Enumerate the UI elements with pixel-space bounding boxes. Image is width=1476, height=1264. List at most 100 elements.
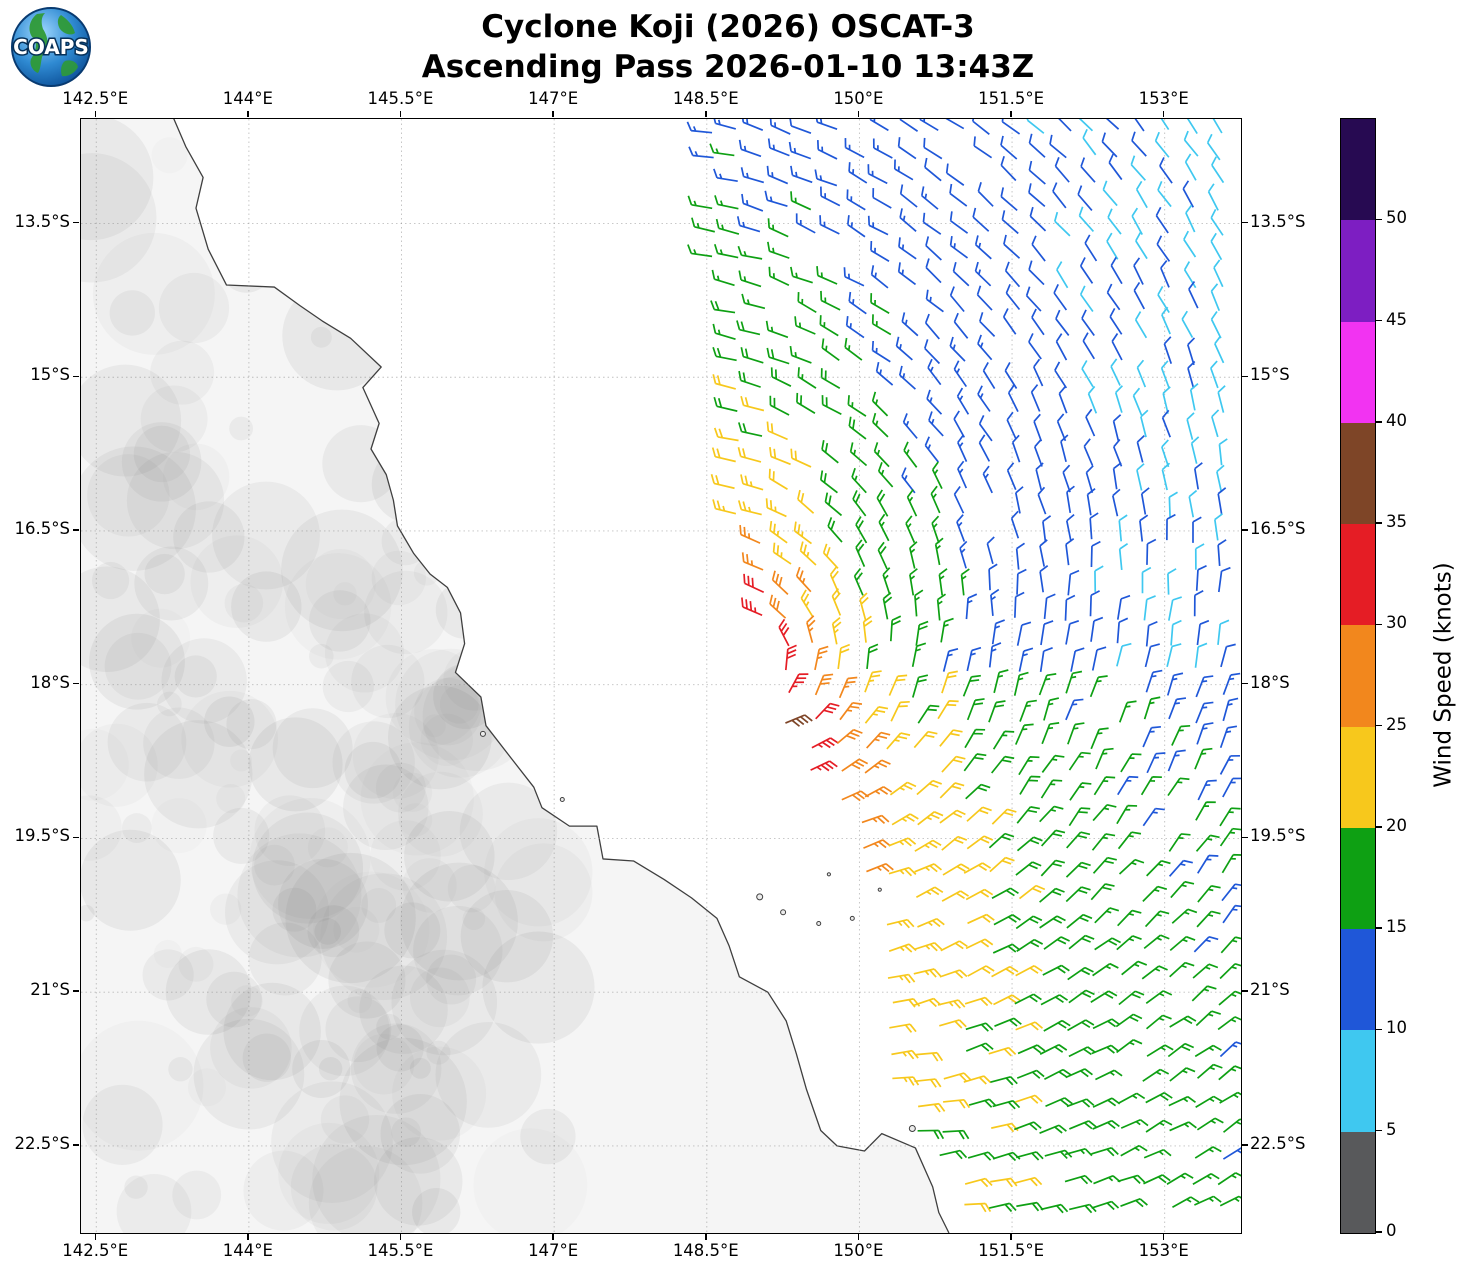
lon-tick-label: 150°E — [833, 1241, 884, 1260]
map-canvas — [81, 119, 1241, 1233]
colorbar-tick-label: 25 — [1386, 714, 1407, 734]
lon-tick-label: 153°E — [1138, 1241, 1189, 1260]
lat-tick-label: 22.5°S — [1250, 1133, 1306, 1153]
lat-tick-label: 13.5°S — [14, 211, 70, 231]
colorbar-segment — [1341, 625, 1375, 727]
colorbar-tick-mark — [1376, 1028, 1382, 1031]
lat-tick-label: 18°S — [30, 672, 70, 692]
lon-tick-label: 148.5°E — [672, 1241, 739, 1260]
lat-tick-label: 19.5°S — [1250, 826, 1306, 846]
axis-tick-mark — [247, 1234, 249, 1240]
axis-tick-mark — [1162, 1234, 1165, 1240]
colorbar-tick-mark — [1376, 623, 1382, 626]
lat-tick-label: 13.5°S — [1250, 211, 1306, 231]
colorbar-segment — [1341, 119, 1375, 221]
colorbar-segment — [1341, 1131, 1375, 1233]
colorbar-tick-label: 30 — [1386, 613, 1407, 633]
axis-tick-mark — [552, 1234, 554, 1240]
colorbar-segment — [1341, 321, 1375, 423]
axis-tick-mark — [1162, 111, 1165, 117]
axis-tick-mark — [857, 1234, 860, 1240]
colorbar-tick-mark — [1376, 927, 1382, 929]
colorbar-tick-label: 45 — [1386, 309, 1407, 329]
lat-tick-label: 16.5°S — [1250, 518, 1306, 538]
colorbar-tick-label: 20 — [1386, 815, 1407, 835]
axis-tick-mark — [1010, 111, 1012, 117]
lon-tick-label: 142.5°E — [62, 89, 129, 108]
axis-tick-mark — [1242, 529, 1248, 531]
lat-tick-label: 22.5°S — [14, 1133, 70, 1153]
axis-tick-mark — [94, 111, 96, 117]
axis-tick-mark — [73, 529, 79, 531]
colorbar-tick-label: 40 — [1386, 410, 1407, 430]
colorbar-tick-mark — [1376, 319, 1382, 322]
axis-tick-mark — [94, 1234, 96, 1240]
lat-tick-label: 19.5°S — [14, 826, 70, 846]
colorbar-segment — [1341, 929, 1375, 1031]
axis-tick-mark — [247, 111, 249, 117]
colorbar-tick-label: 5 — [1386, 1119, 1397, 1139]
lon-tick-label: 144°E — [222, 89, 273, 108]
colorbar-segment — [1341, 524, 1375, 626]
title-line-1: Cyclone Koji (2026) OSCAT-3 — [481, 9, 975, 45]
axis-tick-mark — [399, 111, 402, 117]
axis-tick-mark — [73, 221, 79, 224]
colorbar-tick-mark — [1376, 826, 1382, 828]
axis-tick-mark — [1242, 682, 1248, 685]
axis-tick-mark — [73, 990, 79, 992]
axis-tick-mark — [1242, 990, 1248, 992]
colorbar-segment — [1341, 422, 1375, 525]
axis-tick-mark — [1242, 1144, 1248, 1146]
coaps-globe-icon: COAPS — [11, 7, 91, 87]
colorbar-tick-mark — [1376, 421, 1382, 423]
colorbar-tick-label: 10 — [1386, 1018, 1407, 1038]
axis-tick-mark — [1242, 221, 1248, 224]
colorbar-tick-label: 35 — [1386, 512, 1407, 532]
axis-tick-mark — [1010, 1234, 1012, 1240]
lat-tick-label: 15°S — [1250, 365, 1290, 385]
title-line-2: Ascending Pass 2026-01-10 13:43Z — [421, 48, 1035, 85]
axis-tick-mark — [73, 836, 79, 839]
lon-tick-label: 144°E — [222, 1241, 273, 1260]
lon-tick-label: 145.5°E — [367, 1241, 434, 1260]
colorbar-axis-label: Wind Speed (knots) — [1431, 562, 1458, 788]
lat-tick-label: 15°S — [30, 365, 70, 385]
axis-tick-mark — [705, 111, 707, 117]
plot-title: Cyclone Koji (2026) OSCAT-3 Ascending Pa… — [0, 8, 1456, 87]
colorbar-tick-label: 15 — [1386, 917, 1407, 937]
colorbar-axis-label-wrap: Wind Speed (knots) — [1418, 118, 1470, 1232]
axis-tick-mark — [1242, 375, 1248, 377]
lon-tick-label: 142.5°E — [62, 1241, 129, 1260]
axis-tick-mark — [73, 375, 79, 377]
lat-tick-label: 21°S — [30, 980, 70, 1000]
lat-tick-label: 16.5°S — [14, 518, 70, 538]
lon-tick-label: 147°E — [528, 89, 579, 108]
coaps-logo-text: COAPS — [13, 35, 89, 59]
colorbar-tick-mark — [1376, 1231, 1382, 1233]
colorbar — [1340, 118, 1376, 1234]
colorbar-tick-label: 0 — [1386, 1221, 1397, 1240]
axis-tick-mark — [399, 1234, 402, 1240]
colorbar-tick-mark — [1376, 218, 1382, 221]
lat-tick-label: 18°S — [1250, 672, 1290, 692]
lon-tick-label: 150°E — [833, 89, 884, 108]
coaps-logo: COAPS — [9, 5, 93, 89]
map-plot-area — [80, 118, 1242, 1234]
lon-tick-label: 151.5°E — [978, 1241, 1044, 1260]
lon-tick-label: 151.5°E — [978, 89, 1044, 108]
lon-tick-label: 153°E — [1138, 89, 1189, 108]
axis-tick-mark — [857, 111, 860, 117]
colorbar-tick-mark — [1376, 1129, 1382, 1132]
lon-tick-label: 145.5°E — [367, 89, 434, 108]
colorbar-segment — [1341, 827, 1375, 930]
axis-tick-mark — [1242, 836, 1248, 839]
colorbar-segment — [1341, 726, 1375, 828]
lon-tick-label: 147°E — [528, 1241, 579, 1260]
colorbar-segment — [1341, 1030, 1375, 1132]
axis-tick-mark — [73, 1144, 79, 1146]
axis-tick-mark — [705, 1234, 707, 1240]
colorbar-tick-label: 50 — [1386, 208, 1407, 228]
axis-tick-mark — [73, 682, 79, 685]
lon-tick-label: 148.5°E — [672, 89, 739, 108]
